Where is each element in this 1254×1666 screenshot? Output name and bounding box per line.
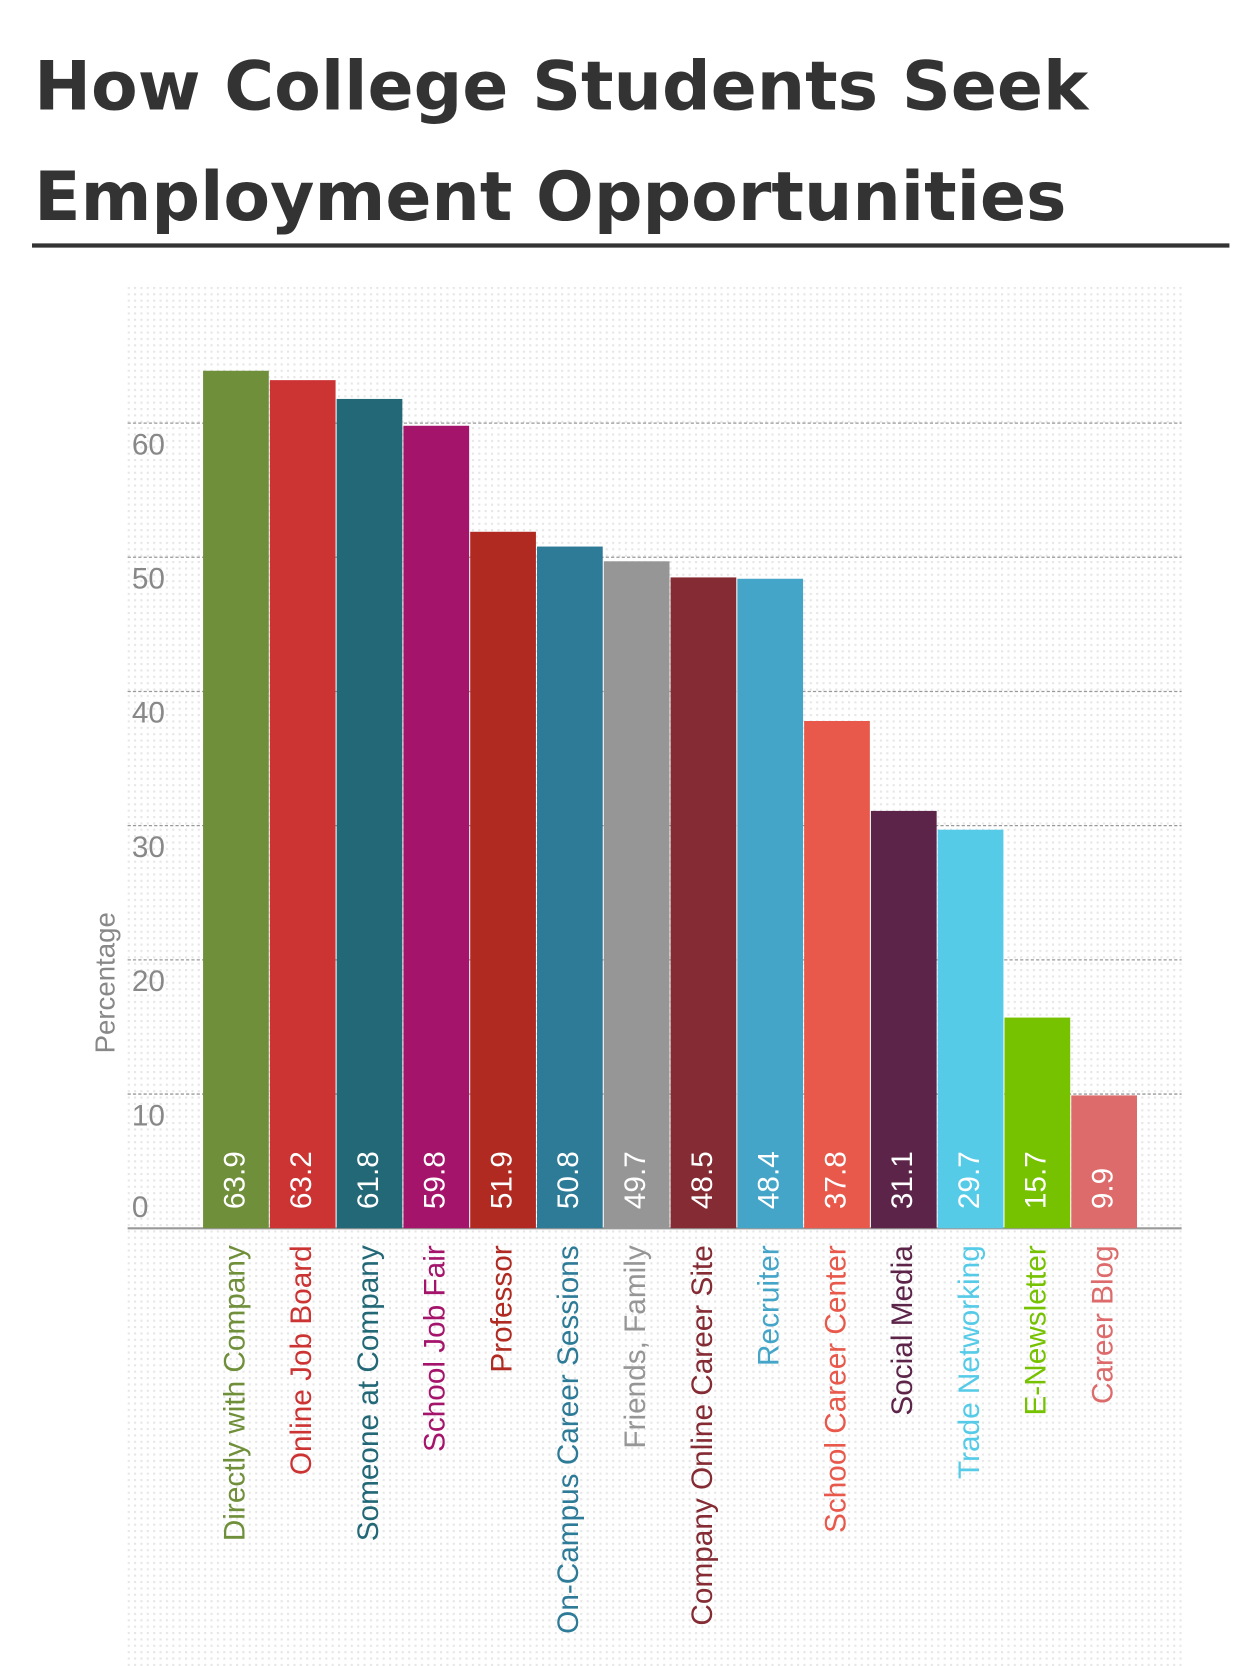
bar [1071, 1095, 1137, 1229]
bar [670, 577, 737, 1229]
x-tick-label: Recruiter [753, 1245, 786, 1366]
value-label: 9.9 [1087, 1168, 1120, 1209]
bar [403, 425, 470, 1229]
y-axis-label: Percentage [90, 912, 121, 1053]
x-tick-label: On-Campus Career Sessions [552, 1245, 585, 1634]
value-label: 59.8 [419, 1151, 452, 1209]
bar [470, 531, 536, 1229]
value-label: 37.8 [819, 1151, 852, 1209]
bar [603, 561, 670, 1229]
y-tick-label: 50 [132, 563, 165, 596]
bar [203, 370, 269, 1229]
bar [937, 829, 1004, 1229]
bar [1004, 1017, 1071, 1229]
value-label: 49.7 [619, 1151, 652, 1209]
y-tick-label: 60 [132, 428, 165, 461]
x-tick-label: Professor [485, 1245, 518, 1372]
value-label: 48.4 [753, 1151, 786, 1209]
x-tick-label: E-Newsletter [1020, 1245, 1053, 1415]
x-tick-label: Online Job Board [285, 1245, 318, 1475]
bar [269, 380, 336, 1229]
y-tick-label: 20 [132, 965, 165, 998]
value-label: 15.7 [1020, 1151, 1053, 1209]
chart-title: Employment Opportunities [34, 158, 1066, 237]
x-tick-label: School Job Fair [419, 1245, 452, 1452]
x-tick-label: Directly with Company [218, 1245, 251, 1541]
x-tick-label: Career Blog [1087, 1245, 1120, 1404]
value-label: 63.2 [285, 1151, 318, 1209]
bar [804, 720, 870, 1229]
value-label: 51.9 [485, 1151, 518, 1209]
y-tick-label: 10 [132, 1099, 165, 1132]
value-label: 61.8 [352, 1151, 385, 1209]
value-label: 48.5 [686, 1151, 719, 1209]
x-tick-label: Social Media [886, 1245, 919, 1416]
x-tick-label: School Career Center [819, 1245, 852, 1533]
value-label: 63.9 [218, 1151, 251, 1209]
value-label: 50.8 [552, 1151, 585, 1209]
x-tick-label: Trade Networking [953, 1245, 986, 1479]
x-tick-label: Someone at Company [352, 1245, 385, 1541]
y-tick-label: 40 [132, 697, 165, 730]
bar [737, 578, 804, 1229]
x-tick-label: Company Online Career Site [686, 1245, 719, 1625]
bar [536, 546, 603, 1229]
chart-title: How College Students Seek [34, 47, 1090, 126]
value-label: 31.1 [886, 1151, 919, 1209]
value-label: 29.7 [953, 1151, 986, 1209]
x-tick-label: Friends, Family [619, 1245, 652, 1448]
y-tick-label: 0 [132, 1191, 149, 1224]
y-tick-label: 30 [132, 831, 165, 864]
bar [336, 398, 403, 1229]
bar [870, 810, 937, 1229]
